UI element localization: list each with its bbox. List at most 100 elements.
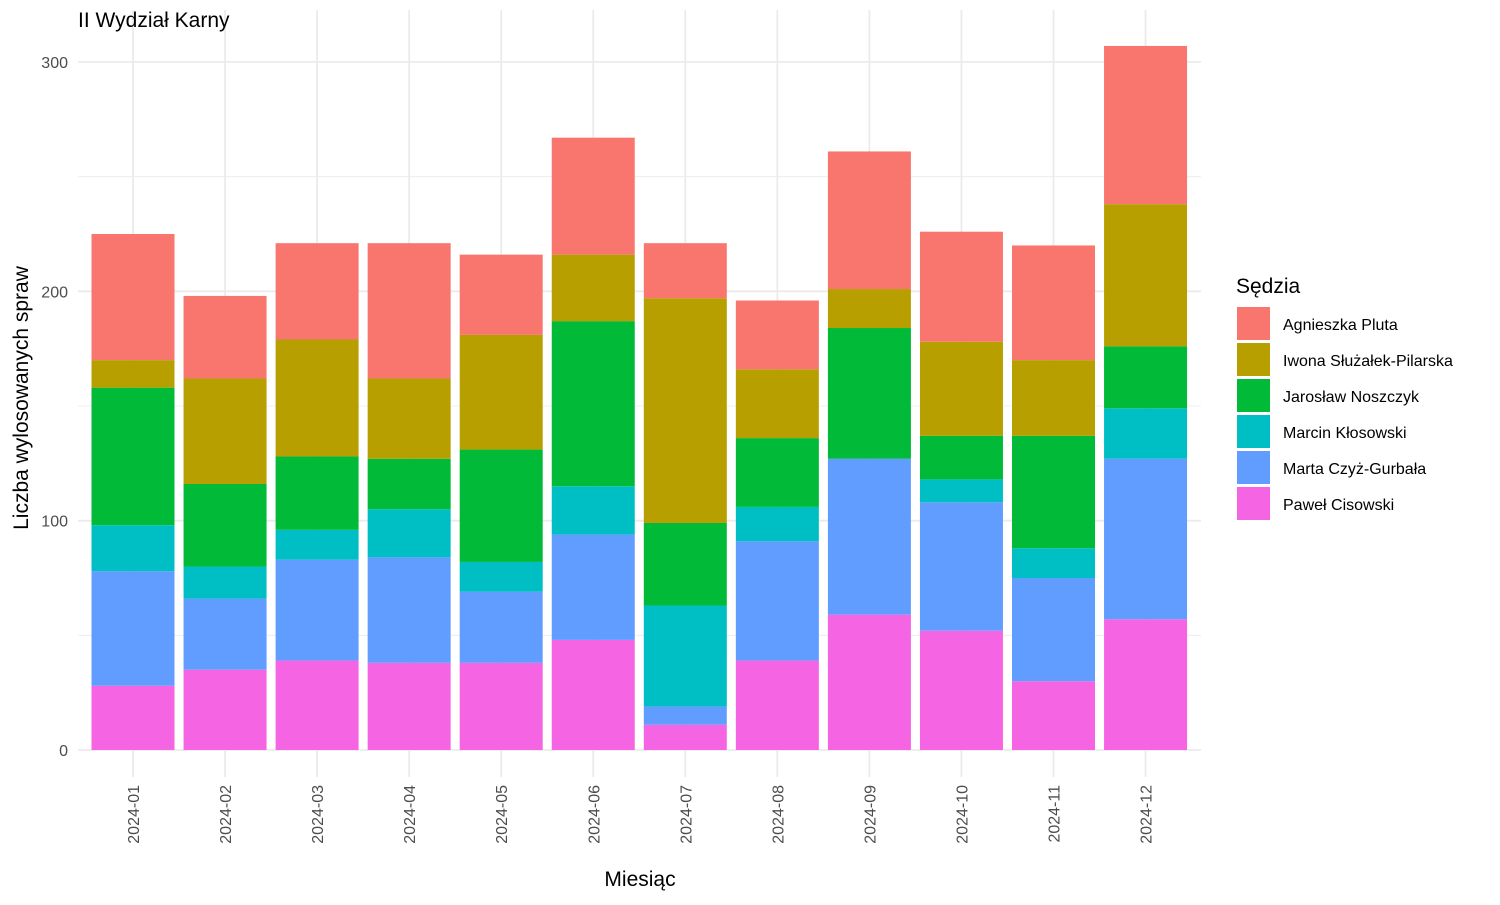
legend-label: Agnieszka Pluta — [1283, 317, 1398, 334]
axis-layer: 0 100 200 300 2024-01 2024-02 2024-03 2024-04 20… — [41, 55, 1155, 844]
bar-segment — [919, 479, 1003, 503]
x-tick-label: 2024-12 — [1139, 785, 1156, 844]
bar-segment — [735, 506, 819, 542]
legend-label: Marcin Kłosowski — [1283, 425, 1407, 442]
bar-segment — [459, 591, 543, 663]
bar-segment — [459, 449, 543, 562]
bar-segment — [827, 289, 911, 329]
bar-segment — [183, 295, 267, 379]
bar-segment — [643, 298, 727, 523]
x-tick-label: 2024-09 — [862, 785, 879, 844]
x-tick-label: 2024-04 — [402, 785, 419, 844]
bar-segment — [367, 243, 451, 379]
bar-segment — [183, 483, 267, 567]
bar-segment — [643, 706, 727, 725]
y-tick-label: 200 — [41, 284, 68, 301]
bar-segment — [1104, 408, 1188, 459]
bar-segment — [551, 534, 635, 640]
bar-segment — [919, 231, 1003, 342]
bar-segment — [275, 660, 359, 750]
bar-segment — [551, 254, 635, 322]
y-axis-title: Liczba wylosowanych spraw — [10, 265, 33, 530]
bar-segment — [91, 360, 175, 388]
bar-segment — [735, 369, 819, 439]
legend-key — [1237, 415, 1270, 448]
bar-segment — [459, 561, 543, 592]
bar-segment — [827, 614, 911, 750]
bar-segment — [1012, 548, 1095, 578]
bar-segment — [919, 341, 1003, 436]
bar-segment — [275, 339, 359, 457]
bar-segment — [643, 243, 727, 299]
bar-segment — [1104, 346, 1188, 409]
bar-segment — [91, 525, 175, 572]
bar-segment — [551, 321, 635, 487]
x-tick-label: 2024-03 — [310, 785, 327, 844]
legend-key — [1237, 379, 1270, 412]
bar-segment — [91, 571, 175, 686]
x-tick-label: 2024-11 — [1047, 785, 1064, 843]
legend-key — [1237, 307, 1270, 340]
bar-segment — [275, 456, 359, 530]
legend-label: Paweł Cisowski — [1283, 497, 1394, 514]
bar-segment — [1104, 619, 1188, 750]
x-tick-label: 2024-08 — [770, 785, 787, 844]
bar-segment — [827, 458, 911, 615]
bar-segment — [1104, 204, 1188, 347]
bar-segment — [183, 669, 267, 750]
legend: Sędzia Agnieszka Pluta Iwona Służałek-Pil… — [1236, 275, 1453, 520]
bar-segment — [459, 254, 543, 335]
bar-segment — [551, 639, 635, 750]
chart-title: II Wydział Karny — [78, 9, 230, 32]
bar-segment — [643, 724, 727, 750]
bar-segment — [367, 458, 451, 510]
bar-segment — [735, 660, 819, 750]
legend-label: Marta Czyż-Gurbała — [1283, 461, 1426, 478]
x-tick-label: 2024-06 — [586, 785, 603, 844]
bar-segment — [183, 566, 267, 599]
x-tick-label: 2024-02 — [218, 785, 235, 844]
bar-segment — [1012, 435, 1095, 549]
bar-segment — [91, 234, 175, 361]
bar-segment — [735, 300, 819, 370]
bar-segment — [275, 243, 359, 340]
bar-segment — [459, 334, 543, 450]
bar-segment — [275, 529, 359, 560]
bar-layer — [91, 45, 1188, 750]
bar-segment — [827, 151, 911, 290]
bar-segment — [1012, 360, 1095, 436]
bar-segment — [459, 662, 543, 750]
y-tick-label: 300 — [41, 55, 68, 72]
bar-segment — [367, 509, 451, 558]
legend-label: Jarosław Noszczyk — [1283, 389, 1420, 406]
bar-segment — [1012, 681, 1095, 750]
bar-segment — [735, 438, 819, 507]
bar-segment — [551, 486, 635, 535]
bar-segment — [1012, 578, 1095, 682]
y-tick-label: 0 — [59, 743, 68, 760]
legend-title: Sędzia — [1236, 275, 1301, 298]
bar-segment — [643, 605, 727, 707]
bar-segment — [827, 328, 911, 459]
x-tick-label: 2024-01 — [126, 785, 143, 844]
bar-segment — [367, 378, 451, 459]
y-tick-label: 100 — [41, 514, 68, 531]
bar-segment — [91, 685, 175, 750]
bar-segment — [1104, 45, 1188, 205]
bar-segment — [367, 662, 451, 750]
bar-segment — [1104, 458, 1188, 620]
bar-segment — [367, 557, 451, 663]
bar-segment — [275, 559, 359, 661]
bar-segment — [919, 630, 1003, 750]
bar-segment — [183, 598, 267, 670]
bar-segment — [735, 541, 819, 661]
x-tick-label: 2024-10 — [954, 785, 971, 844]
bar-segment — [919, 502, 1003, 631]
bar-segment — [183, 378, 267, 484]
x-tick-label: 2024-07 — [678, 785, 695, 844]
legend-key — [1237, 451, 1270, 484]
legend-label: Iwona Służałek-Pilarska — [1283, 353, 1453, 370]
legend-key — [1237, 487, 1270, 520]
